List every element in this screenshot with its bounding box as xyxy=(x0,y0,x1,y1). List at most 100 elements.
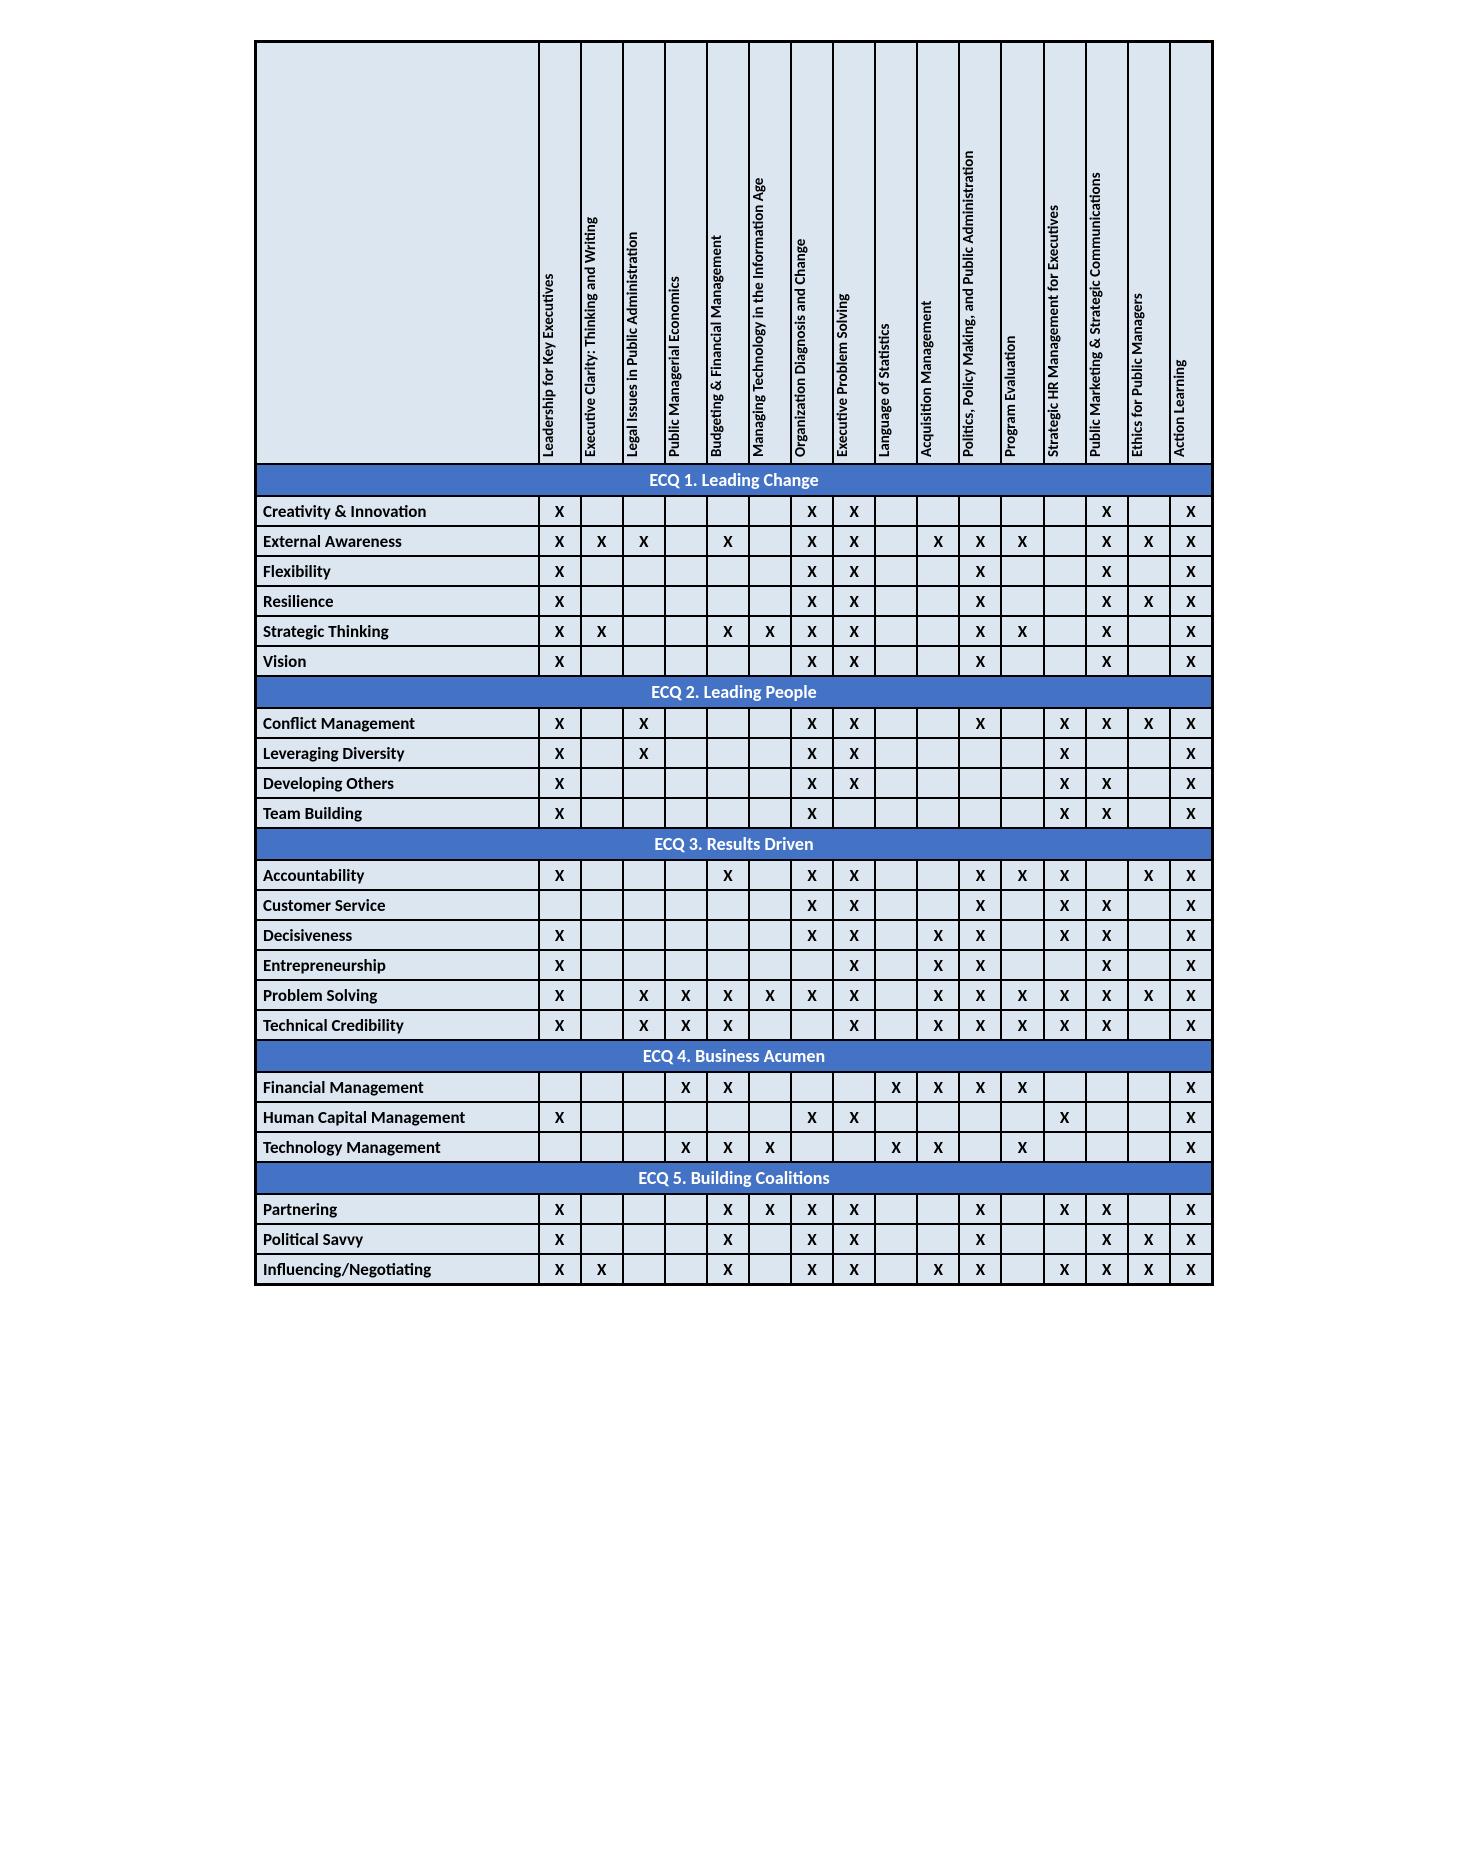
matrix-cell: X xyxy=(791,1254,833,1285)
section-header: ECQ 5. Building Coalitions xyxy=(256,1162,1213,1194)
row-label: Financial Management xyxy=(256,1072,539,1102)
matrix-cell: X xyxy=(959,1224,1001,1254)
column-header-label: Organization Diagnosis and Change xyxy=(792,43,810,463)
matrix-cell: X xyxy=(917,950,959,980)
matrix-cell: X xyxy=(539,526,581,556)
matrix-cell: X xyxy=(1044,920,1086,950)
matrix-cell: X xyxy=(833,920,875,950)
matrix-cell: X xyxy=(875,1132,917,1162)
matrix-cell: X xyxy=(833,738,875,768)
matrix-cell: X xyxy=(707,616,749,646)
matrix-cell: X xyxy=(1170,616,1213,646)
matrix-cell: X xyxy=(959,616,1001,646)
matrix-cell: X xyxy=(959,1194,1001,1224)
table-row: DecisivenessXXXXXXXX xyxy=(256,920,1213,950)
row-label: Conflict Management xyxy=(256,708,539,738)
matrix-cell xyxy=(1044,1132,1086,1162)
matrix-cell: X xyxy=(1086,556,1128,586)
matrix-cell: X xyxy=(539,738,581,768)
row-label: Vision xyxy=(256,646,539,676)
table-row: Team BuildingXXXXX xyxy=(256,798,1213,828)
matrix-cell xyxy=(875,1224,917,1254)
matrix-cell: X xyxy=(959,980,1001,1010)
matrix-cell: X xyxy=(959,586,1001,616)
row-label: Technical Credibility xyxy=(256,1010,539,1040)
table-row: VisionXXXXXX xyxy=(256,646,1213,676)
matrix-cell: X xyxy=(833,1102,875,1132)
matrix-cell xyxy=(665,1102,707,1132)
matrix-cell xyxy=(581,1194,623,1224)
row-label: Resilience xyxy=(256,586,539,616)
matrix-cell: X xyxy=(707,1194,749,1224)
matrix-cell xyxy=(1001,1254,1043,1285)
matrix-cell: X xyxy=(1044,738,1086,768)
matrix-cell: X xyxy=(749,980,791,1010)
matrix-cell: X xyxy=(959,646,1001,676)
matrix-cell xyxy=(875,496,917,526)
matrix-cell: X xyxy=(1044,768,1086,798)
matrix-cell: X xyxy=(1128,980,1170,1010)
matrix-cell: X xyxy=(539,950,581,980)
matrix-cell xyxy=(707,1102,749,1132)
matrix-cell xyxy=(875,1254,917,1285)
matrix-cell xyxy=(959,1102,1001,1132)
matrix-cell xyxy=(917,890,959,920)
column-header: Strategic HR Management for Executives xyxy=(1044,42,1086,465)
matrix-cell: X xyxy=(1086,980,1128,1010)
matrix-cell: X xyxy=(1001,860,1043,890)
matrix-cell: X xyxy=(833,526,875,556)
matrix-cell xyxy=(875,646,917,676)
row-label: Human Capital Management xyxy=(256,1102,539,1132)
matrix-cell: X xyxy=(1086,646,1128,676)
matrix-cell: X xyxy=(1001,1072,1043,1102)
matrix-cell xyxy=(665,496,707,526)
matrix-cell: X xyxy=(1170,920,1213,950)
table-row: FlexibilityXXXXXX xyxy=(256,556,1213,586)
matrix-cell xyxy=(707,738,749,768)
column-header: Budgeting & Financial Management xyxy=(707,42,749,465)
matrix-cell: X xyxy=(539,1102,581,1132)
matrix-cell: X xyxy=(1086,1194,1128,1224)
matrix-cell xyxy=(707,556,749,586)
column-header: Organization Diagnosis and Change xyxy=(791,42,833,465)
matrix-cell: X xyxy=(1044,860,1086,890)
matrix-cell xyxy=(581,950,623,980)
matrix-cell xyxy=(1044,586,1086,616)
matrix-cell xyxy=(1128,890,1170,920)
matrix-cell xyxy=(1128,768,1170,798)
column-header-label: Public Managerial Economics xyxy=(666,43,684,463)
matrix-cell: X xyxy=(791,1224,833,1254)
table-row: EntrepreneurshipXXXXXX xyxy=(256,950,1213,980)
column-header: Executive Problem Solving xyxy=(833,42,875,465)
table-row: ResilienceXXXXXXX xyxy=(256,586,1213,616)
matrix-cell: X xyxy=(665,980,707,1010)
column-header-label: Budgeting & Financial Management xyxy=(708,43,726,463)
matrix-cell xyxy=(623,1132,665,1162)
header-row: Leadership for Key ExecutivesExecutive C… xyxy=(256,42,1213,465)
corner-cell xyxy=(256,42,539,465)
matrix-cell xyxy=(665,616,707,646)
row-label: External Awareness xyxy=(256,526,539,556)
matrix-cell: X xyxy=(1128,708,1170,738)
column-header-label: Executive Problem Solving xyxy=(834,43,852,463)
matrix-cell xyxy=(875,1194,917,1224)
matrix-cell: X xyxy=(1044,980,1086,1010)
matrix-cell xyxy=(623,616,665,646)
column-header: Public Marketing & Strategic Communicati… xyxy=(1086,42,1128,465)
matrix-cell xyxy=(623,890,665,920)
matrix-cell: X xyxy=(539,646,581,676)
matrix-cell: X xyxy=(833,1010,875,1040)
matrix-cell: X xyxy=(833,496,875,526)
matrix-cell: X xyxy=(833,980,875,1010)
matrix-cell: X xyxy=(1170,768,1213,798)
matrix-cell xyxy=(791,1010,833,1040)
matrix-cell: X xyxy=(1086,586,1128,616)
matrix-cell: X xyxy=(1044,1010,1086,1040)
matrix-cell: X xyxy=(791,890,833,920)
table-row: Technology ManagementXXXXXXX xyxy=(256,1132,1213,1162)
matrix-cell xyxy=(581,646,623,676)
matrix-cell xyxy=(581,708,623,738)
matrix-cell: X xyxy=(623,526,665,556)
matrix-cell: X xyxy=(581,1254,623,1285)
matrix-cell xyxy=(1128,1132,1170,1162)
